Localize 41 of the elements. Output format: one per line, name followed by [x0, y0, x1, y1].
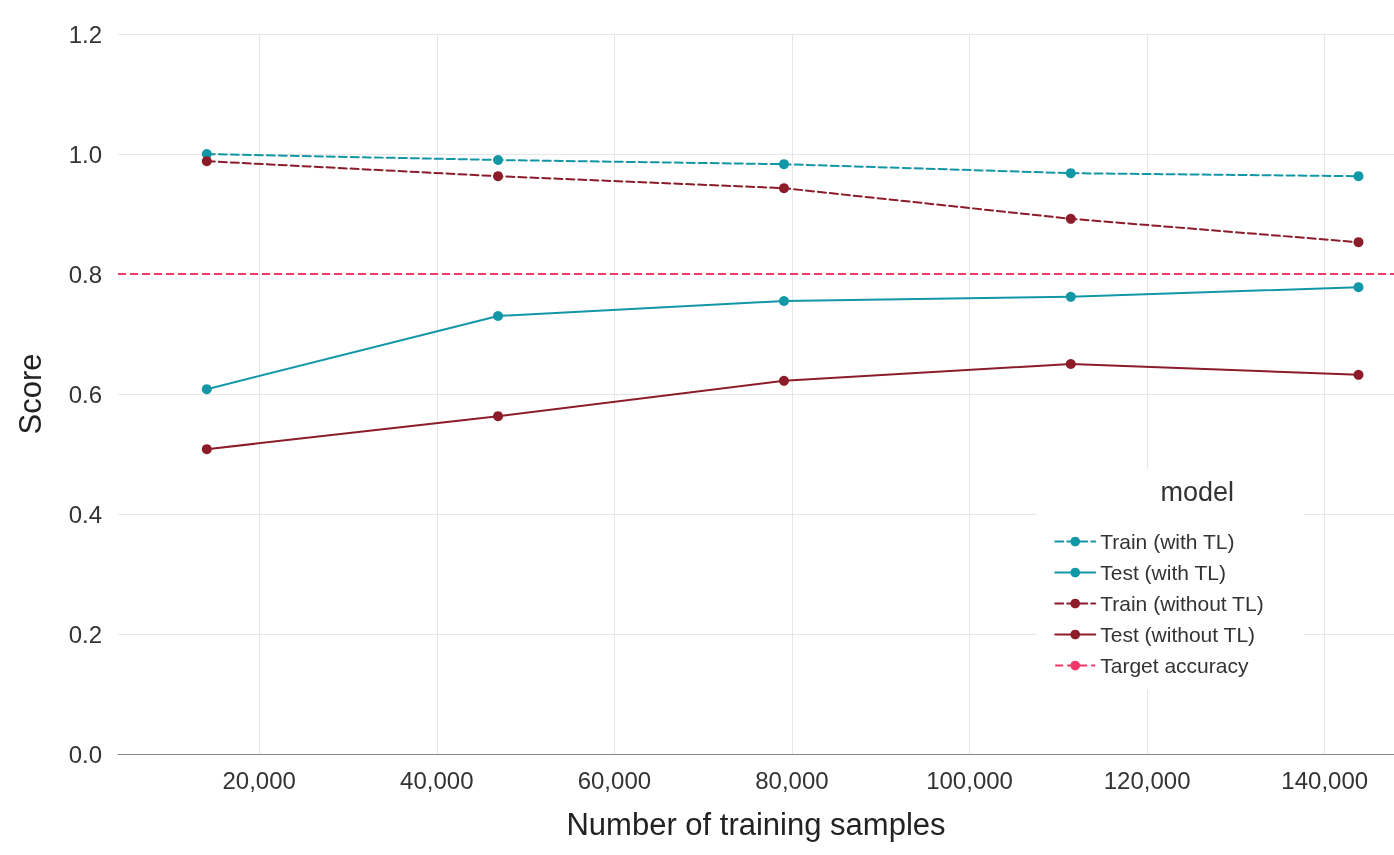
x-tick-label: 120,000 — [1103, 766, 1191, 794]
point — [201, 384, 212, 395]
y-axis-title: Score — [13, 353, 48, 435]
y-tick-label: 0.0 — [68, 740, 102, 768]
legend-label: Test (with TL) — [1100, 561, 1226, 584]
point — [1353, 369, 1364, 380]
point — [1065, 359, 1076, 369]
legend-label: Train (with TL) — [1100, 530, 1235, 553]
x-tick-label: 40,000 — [400, 766, 474, 794]
legend-label: Test (without TL) — [1100, 623, 1256, 646]
legend-label: Train (without TL) — [1100, 592, 1264, 615]
point — [1065, 168, 1076, 179]
x-tick-label: 140,000 — [1281, 766, 1369, 794]
x-tick-label: 100,000 — [926, 766, 1013, 794]
point — [1065, 291, 1076, 302]
point — [201, 156, 212, 167]
y-tick-label: 1.0 — [68, 140, 102, 168]
legend-label: Target accuracy — [1100, 654, 1249, 677]
point — [1065, 213, 1076, 224]
x-axis-title: Number of training samples — [566, 807, 946, 842]
y-tick-label: 1.2 — [68, 20, 102, 48]
point — [493, 171, 504, 182]
x-tick-label: 80,000 — [755, 766, 829, 794]
x-tick-label: 20,000 — [222, 766, 296, 794]
point — [778, 159, 789, 170]
point — [1353, 237, 1364, 248]
point — [1353, 171, 1364, 182]
y-tick-label: 0.6 — [68, 380, 102, 408]
point — [493, 155, 504, 165]
y-tick-label: 0.2 — [68, 620, 102, 648]
point — [493, 411, 504, 422]
legend-title: model — [1160, 476, 1235, 507]
point — [1353, 282, 1364, 293]
point — [778, 375, 789, 386]
point — [201, 444, 212, 455]
y-tick-label: 0.4 — [68, 500, 102, 528]
y-tick-label: 0.8 — [68, 260, 102, 288]
point — [778, 296, 789, 306]
x-tick-label: 60,000 — [577, 766, 652, 794]
point — [778, 183, 789, 194]
point — [493, 311, 504, 321]
